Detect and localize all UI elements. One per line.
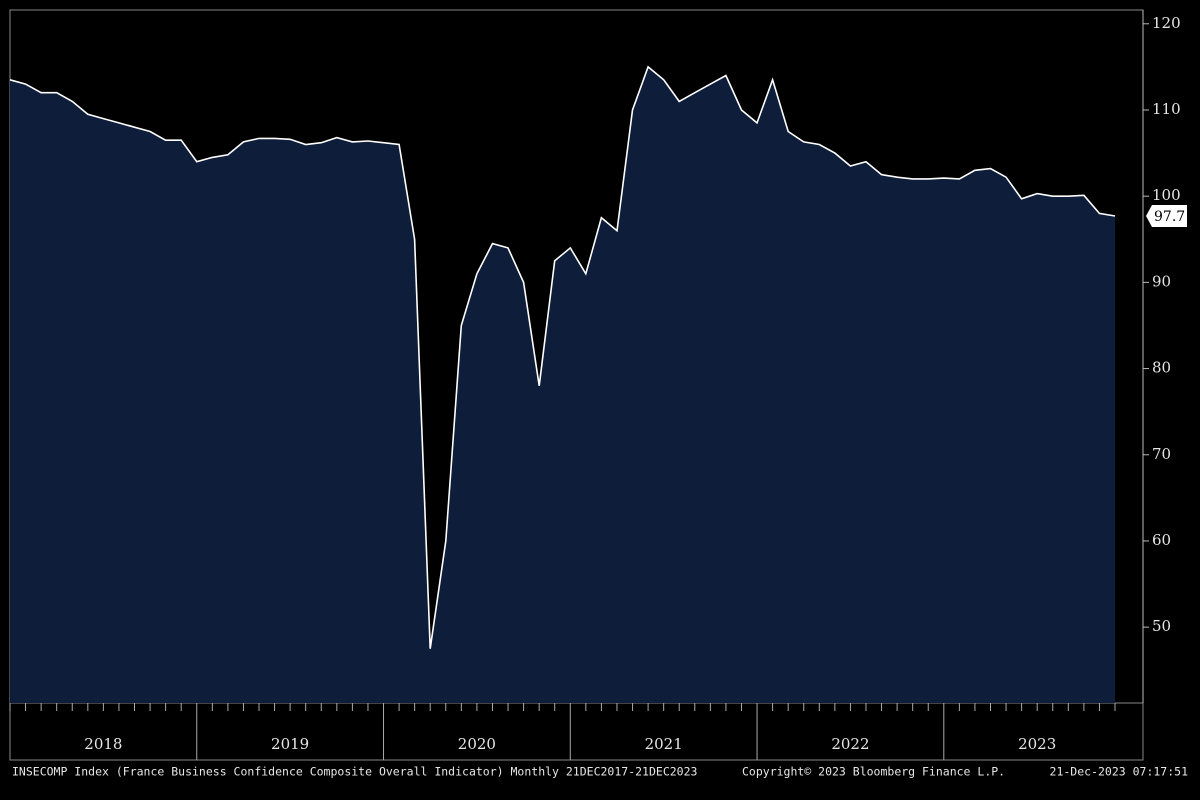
x-tick-label: 2018 <box>84 735 122 753</box>
line <box>9 65 1116 649</box>
x-tick-label: 2020 <box>458 735 496 753</box>
y-tick-label: 60 <box>1152 531 1171 549</box>
footer-timestamp: 21-Dec-2023 07:17:51 <box>1050 765 1189 779</box>
y-tick-label: 110 <box>1152 100 1181 118</box>
y-tick-label: 90 <box>1152 272 1171 290</box>
y-tick-label: 120 <box>1152 14 1181 32</box>
last-value-label: 97.7 <box>1154 209 1185 225</box>
y-tick-label: 100 <box>1152 186 1181 204</box>
x-axis-band <box>9 702 1144 761</box>
y-tick-label: 70 <box>1152 445 1171 463</box>
footer-copyright: Copyright© 2023 Bloomberg Finance L.P. <box>742 765 1005 779</box>
x-tick-label: 2019 <box>271 735 309 753</box>
x-tick-label: 2022 <box>831 735 869 753</box>
last-value-box <box>1146 205 1187 228</box>
area-fill <box>10 66 1115 703</box>
y-tick-label: 50 <box>1152 617 1171 635</box>
x-tick-label: 2021 <box>645 735 683 753</box>
x-tick-label: 2023 <box>1018 735 1056 753</box>
footer-description: INSECOMP Index (France Business Confiden… <box>12 765 698 779</box>
y-tick-label: 80 <box>1152 359 1171 377</box>
